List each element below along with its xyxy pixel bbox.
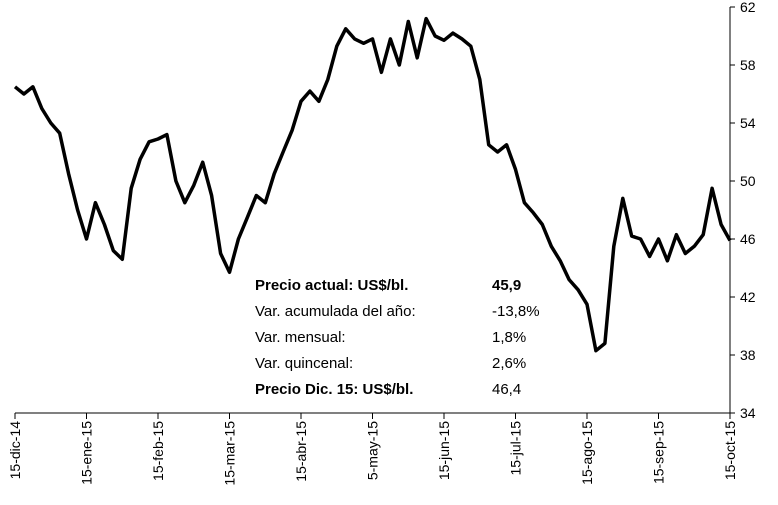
x-tick-label: 15-ago-15 xyxy=(579,421,595,485)
annotation-value: 46,4 xyxy=(492,381,521,398)
x-tick-label: 15-abr-15 xyxy=(293,421,309,482)
y-tick-label: 62 xyxy=(740,0,756,15)
x-tick-label: 15-sep-15 xyxy=(651,421,667,484)
x-tick-label: 5-may-15 xyxy=(365,421,381,480)
annotation-label: Precio actual: US$/bl. xyxy=(255,277,408,294)
annotation-value: 2,6% xyxy=(492,355,526,372)
x-tick-label: 15-jun-15 xyxy=(436,421,452,480)
y-tick-label: 58 xyxy=(740,57,756,73)
x-tick-label: 15-oct-15 xyxy=(722,421,738,480)
annotation-value: -13,8% xyxy=(492,303,540,320)
y-tick-label: 42 xyxy=(740,289,756,305)
annotation-value: 1,8% xyxy=(492,329,526,346)
annotation-box: Precio actual: US$/bl. 45,9 Var. acumula… xyxy=(255,277,540,398)
y-tick-label: 46 xyxy=(740,231,756,247)
annotation-label: Var. mensual: xyxy=(255,329,346,346)
annotation-label: Var. acumulada del año: xyxy=(255,303,416,320)
x-tick-label: 15-dic-14 xyxy=(7,421,23,480)
x-tick-label: 15-mar-15 xyxy=(222,421,238,486)
annotation-label: Var. quincenal: xyxy=(255,355,353,372)
y-tick-label: 38 xyxy=(740,347,756,363)
y-tick-label: 50 xyxy=(740,173,756,189)
price-line xyxy=(13,16,732,353)
annotation-value: 45,9 xyxy=(492,277,521,294)
x-tick-label: 15-feb-15 xyxy=(150,421,166,481)
annotation-label: Precio Dic. 15: US$/bl. xyxy=(255,381,413,398)
y-tick-label: 54 xyxy=(740,115,756,131)
x-tick-label: 15-jul-15 xyxy=(508,421,524,476)
x-tick-label: 15-ene-15 xyxy=(79,421,95,485)
y-tick-label: 34 xyxy=(740,405,756,421)
